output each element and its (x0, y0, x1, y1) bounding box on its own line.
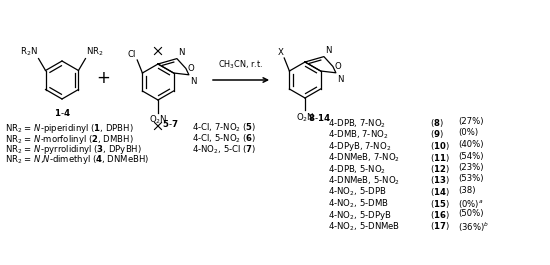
Text: CH$_3$CN, r.t.: CH$_3$CN, r.t. (218, 59, 263, 71)
Text: ($\mathbf{16}$): ($\mathbf{16}$) (430, 209, 450, 221)
Text: 4-DMB, 7-NO$_2$: 4-DMB, 7-NO$_2$ (328, 129, 388, 141)
Text: ($\mathbf{17}$): ($\mathbf{17}$) (430, 220, 450, 232)
Text: ($\mathbf{8}$): ($\mathbf{8}$) (430, 117, 444, 129)
Text: N: N (178, 48, 184, 57)
Text: $\mathbf{1}$-$\mathbf{4}$: $\mathbf{1}$-$\mathbf{4}$ (53, 107, 70, 118)
Text: $\mathbf{8}$-$\mathbf{14}$: $\mathbf{8}$-$\mathbf{14}$ (307, 112, 331, 123)
Text: (0%): (0%) (458, 129, 478, 138)
Text: (50%): (50%) (458, 209, 483, 218)
Text: ($\mathbf{9}$): ($\mathbf{9}$) (430, 129, 444, 140)
Text: 4-NO$_2$, 5-Cl ($\mathbf{7}$): 4-NO$_2$, 5-Cl ($\mathbf{7}$) (192, 143, 256, 156)
Text: 4-DPB, 7-NO$_2$: 4-DPB, 7-NO$_2$ (328, 117, 386, 130)
Text: 4-NO$_2$, 5-DPyB: 4-NO$_2$, 5-DPyB (328, 209, 392, 222)
Text: (40%): (40%) (458, 140, 483, 149)
Text: ($\mathbf{12}$): ($\mathbf{12}$) (430, 163, 450, 175)
Text: (0%)$^a$: (0%)$^a$ (458, 197, 483, 210)
Text: (36%)$^b$: (36%)$^b$ (458, 220, 489, 234)
Text: Cl: Cl (128, 50, 136, 59)
Text: 4-Cl, 7-NO$_2$ ($\mathbf{5}$): 4-Cl, 7-NO$_2$ ($\mathbf{5}$) (192, 122, 256, 135)
Text: O$_2$N: O$_2$N (296, 111, 314, 123)
Text: 4-Cl, 5-NO$_2$ ($\mathbf{6}$): 4-Cl, 5-NO$_2$ ($\mathbf{6}$) (192, 132, 256, 145)
Text: 4-NO$_2$, 5-DMB: 4-NO$_2$, 5-DMB (328, 197, 389, 210)
Text: +: + (96, 69, 110, 87)
Text: NR$_2$ = $N$-piperidinyl ($\mathbf{1}$, DPBH): NR$_2$ = $N$-piperidinyl ($\mathbf{1}$, … (5, 122, 134, 135)
Text: ($\mathbf{10}$): ($\mathbf{10}$) (430, 140, 450, 152)
Text: X: X (277, 48, 283, 57)
Text: 4-NO$_2$, 5-DNMeB: 4-NO$_2$, 5-DNMeB (328, 220, 400, 233)
Text: O: O (188, 64, 195, 73)
Text: R$_2$N: R$_2$N (20, 45, 37, 58)
Text: N: N (325, 46, 332, 55)
Text: (53%): (53%) (458, 174, 483, 183)
Text: N: N (190, 77, 196, 86)
Text: ($\mathbf{11}$): ($\mathbf{11}$) (430, 152, 450, 164)
Text: 4-NO$_2$, 5-DPB: 4-NO$_2$, 5-DPB (328, 186, 387, 198)
Text: O$_2$N: O$_2$N (148, 114, 167, 126)
Text: ($\mathbf{15}$): ($\mathbf{15}$) (430, 197, 450, 210)
Text: 4-DPB, 5-NO$_2$: 4-DPB, 5-NO$_2$ (328, 163, 386, 175)
Text: 4-DNMeB, 7-NO$_2$: 4-DNMeB, 7-NO$_2$ (328, 152, 400, 164)
Text: 4-DPyB, 7-NO$_2$: 4-DPyB, 7-NO$_2$ (328, 140, 391, 153)
Text: (27%): (27%) (458, 117, 483, 126)
Text: NR$_2$: NR$_2$ (86, 45, 104, 58)
Text: 4-DNMeB, 5-NO$_2$: 4-DNMeB, 5-NO$_2$ (328, 174, 400, 187)
Text: ($\mathbf{14}$): ($\mathbf{14}$) (430, 186, 450, 198)
Text: ($\mathbf{13}$): ($\mathbf{13}$) (430, 174, 450, 187)
Text: N: N (337, 75, 343, 84)
Text: NR$_2$ = $N$,$N$-dimethyl ($\mathbf{4}$, DNMeBH): NR$_2$ = $N$,$N$-dimethyl ($\mathbf{4}$,… (5, 153, 149, 166)
Text: NR$_2$ = $N$-morfolinyl ($\mathbf{2}$, DMBH): NR$_2$ = $N$-morfolinyl ($\mathbf{2}$, D… (5, 132, 134, 145)
Text: NR$_2$ = $N$-pyrrolidinyl ($\mathbf{3}$, DPyBH): NR$_2$ = $N$-pyrrolidinyl ($\mathbf{3}$,… (5, 143, 142, 156)
Text: $\mathbf{5}$-$\mathbf{7}$: $\mathbf{5}$-$\mathbf{7}$ (162, 118, 178, 129)
Text: (38): (38) (458, 186, 476, 195)
Text: O: O (335, 62, 342, 71)
Text: (23%): (23%) (458, 163, 483, 172)
Text: (54%): (54%) (458, 152, 483, 161)
